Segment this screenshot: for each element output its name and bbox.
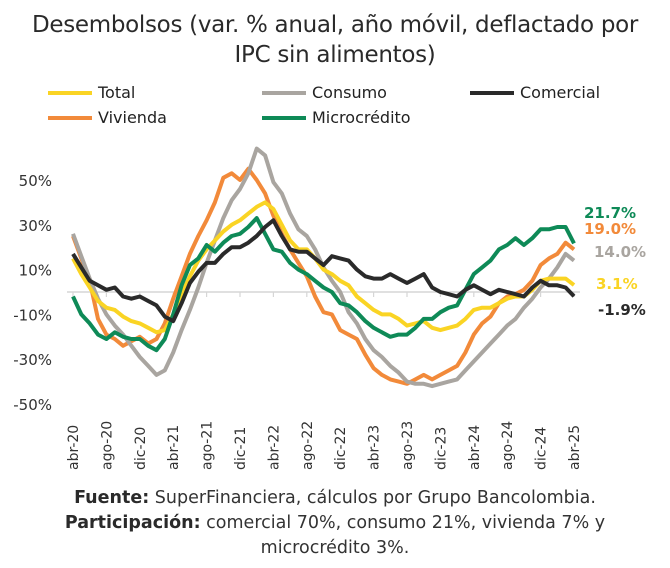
chart-title-line-1: Desembolsos (var. % anual, año móvil, de…	[31, 12, 639, 38]
x-tick-label: dic-23	[433, 427, 449, 470]
share-note: Participación: comercial 70%, consumo 21…	[0, 511, 670, 536]
x-tick-label: abr-22	[266, 425, 282, 470]
end-label-total: 3.1%	[596, 275, 638, 293]
source-note: Fuente: SuperFinanciera, cálculos por Gr…	[0, 486, 670, 511]
x-tick-label: dic-22	[333, 427, 349, 470]
legend-item-comercial: Comercial	[470, 83, 600, 102]
y-tick-label: 50%	[19, 172, 52, 190]
legend-swatch	[262, 115, 306, 120]
x-tick-label: abr-23	[367, 425, 383, 470]
legend-label: Total	[98, 83, 136, 102]
end-label-microcredito: 21.7%	[584, 204, 636, 222]
x-tick-label: dic-21	[233, 427, 249, 470]
source-text: SuperFinanciera, cálculos por Grupo Banc…	[149, 488, 596, 508]
share-text: comercial 70%, consumo 21%, vivienda 7% …	[200, 513, 606, 533]
chart-title-line-2: IPC sin alimentos)	[234, 42, 436, 68]
end-label-consumo: 14.0%	[594, 243, 646, 261]
source-label: Fuente:	[74, 488, 150, 508]
y-tick-label: 30%	[19, 217, 52, 235]
legend-label: Consumo	[312, 83, 387, 102]
end-label-comercial: -1.9%	[598, 301, 646, 319]
legend-item-microcredito: Microcrédito	[262, 108, 411, 127]
series-line-total	[71, 200, 576, 335]
x-tick-label: ago-21	[200, 421, 216, 470]
y-tick-label: -30%	[13, 351, 52, 369]
y-tick-label: 10%	[19, 262, 52, 280]
legend-swatch	[48, 115, 92, 120]
legend-item-consumo: Consumo	[262, 83, 387, 102]
x-tick-label: ago-23	[400, 421, 416, 470]
chart-footer: Fuente: SuperFinanciera, cálculos por Gr…	[0, 486, 670, 561]
x-tick-label: ago-20	[99, 421, 115, 470]
y-tick-label: -10%	[13, 306, 52, 324]
x-tick-label: dic-20	[133, 427, 149, 470]
end-label-vivienda: 19.0%	[584, 220, 636, 238]
y-tick-label: -50%	[13, 396, 52, 414]
legend-swatch	[48, 90, 92, 95]
x-tick-label: ago-22	[300, 421, 316, 470]
x-tick-label: ago-24	[500, 421, 516, 470]
x-tick-label: abr-24	[467, 425, 483, 470]
legend-item-total: Total	[48, 83, 135, 102]
x-tick-label: dic-24	[534, 427, 550, 470]
legend-item-vivienda: Vivienda	[48, 108, 167, 127]
series-line-vivienda	[71, 166, 576, 386]
x-tick-label: abr-21	[166, 425, 182, 470]
chart-title: Desembolsos (var. % anual, año móvil, de…	[0, 10, 670, 70]
legend-label: Vivienda	[98, 108, 167, 127]
x-tick-label: abr-25	[567, 425, 583, 470]
share-label: Participación:	[64, 513, 201, 533]
chart-plot: abr-20 ago-20 dic-20 abr-21 ago-21 dic-21 abr-…	[13, 146, 646, 470]
legend-swatch	[470, 90, 514, 95]
x-tick-label: abr-20	[66, 425, 82, 470]
legend-swatch	[262, 90, 306, 95]
series-line-comercial	[71, 218, 576, 324]
share-note-2: microcrédito 3%.	[260, 538, 410, 558]
legend-label: Microcrédito	[312, 108, 411, 127]
legend-label: Comercial	[520, 83, 601, 102]
series-line-microcredito	[71, 216, 576, 353]
